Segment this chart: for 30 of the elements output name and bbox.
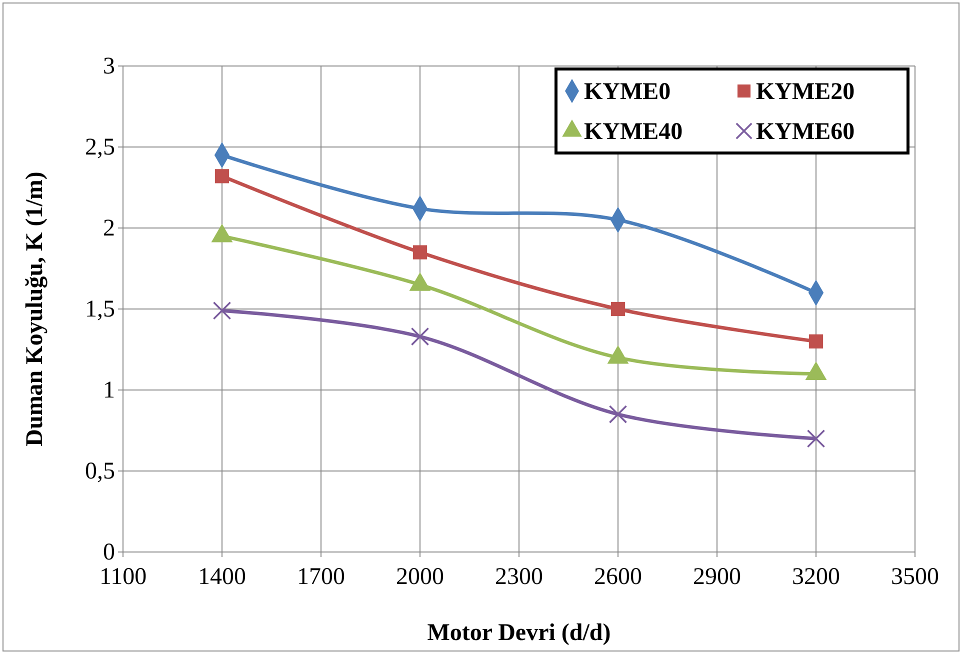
legend-label: KYME60 (756, 119, 855, 145)
point (214, 169, 230, 184)
legend-label: KYME20 (756, 79, 855, 105)
x-tick-label: 1100 (99, 564, 147, 590)
point (410, 327, 430, 346)
y-tick-label: 0,5 (85, 458, 115, 485)
legend-label: KYME0 (584, 79, 671, 105)
y-tick-label: 3 (103, 54, 115, 80)
y-tick-label: 1,5 (85, 296, 115, 323)
x-tick-label: 3200 (792, 564, 840, 590)
y-tick-label: 2 (103, 216, 115, 242)
point (412, 245, 428, 260)
x-tick-label: 1700 (297, 564, 345, 590)
y-tick-label: 2,5 (85, 134, 115, 161)
x-tick-label: 1400 (198, 564, 246, 590)
legend-label: KYME40 (584, 119, 683, 145)
point (806, 429, 826, 448)
point (808, 334, 824, 348)
x-axis-title: Motor Devri (d/d) (427, 620, 611, 646)
y-axis-title: Duman Koyuluğu, K (1/m) (22, 172, 48, 446)
x-tick-label: 3500 (891, 564, 939, 590)
x-tick-label: 2600 (594, 564, 642, 590)
point (608, 405, 628, 424)
point (610, 302, 626, 316)
x-tick-label: 2900 (693, 564, 741, 590)
point (212, 301, 232, 320)
y-tick-label: 0 (103, 540, 115, 566)
x-tick-label: 2300 (495, 564, 543, 590)
y-tick-label: 1 (103, 378, 115, 404)
x-tick-label: 2000 (396, 564, 444, 590)
